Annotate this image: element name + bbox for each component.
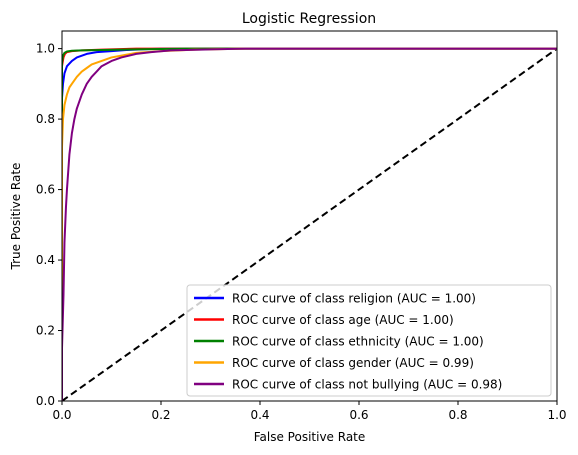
x-tick-label: 0.6	[349, 408, 368, 422]
y-tick-label: 0.2	[36, 324, 55, 338]
y-axis-label: True Positive Rate	[9, 163, 23, 271]
y-tick-label: 0.6	[36, 183, 55, 197]
x-tick-label: 0.0	[52, 408, 71, 422]
y-tick-label: 0.8	[36, 112, 55, 126]
roc-curve-5	[62, 47, 557, 401]
ticks-layer: 0.0 0.2 0.4 0.6 0.8 1.0 0.0 0.2 0.4 0.6 0.8 1.0	[36, 42, 567, 422]
x-tick-label: 0.4	[250, 408, 269, 422]
x-tick-label: 1.0	[547, 408, 566, 422]
roc-curve-3	[62, 47, 557, 401]
legend-label-3: ROC curve of class ethnicity (AUC = 1.00…	[232, 335, 484, 349]
legend-box	[186, 284, 552, 397]
legend-label-5: ROC curve of class not bullying (AUC = 0…	[232, 378, 502, 392]
legend: ROC curve of class religion (AUC = 1.00)…	[186, 284, 552, 397]
y-tick-label: 0.4	[36, 253, 55, 267]
chance-diagonal-line	[62, 47, 557, 401]
x-tick-label: 0.8	[448, 408, 467, 422]
y-tick-label: 0.0	[36, 394, 55, 408]
legend-label-4: ROC curve of class gender (AUC = 0.99)	[232, 356, 474, 370]
chance-line-layer	[62, 47, 557, 401]
x-axis-label: False Positive Rate	[254, 430, 366, 444]
y-tick-label: 1.0	[36, 42, 55, 56]
plot-frame	[61, 30, 558, 402]
legend-label-2: ROC curve of class age (AUC = 1.00)	[232, 313, 454, 327]
chart-title: Logistic Regression	[242, 11, 376, 27]
series-layer	[62, 47, 557, 401]
x-tick-label: 0.2	[151, 408, 170, 422]
legend-label-1: ROC curve of class religion (AUC = 1.00)	[232, 292, 476, 306]
